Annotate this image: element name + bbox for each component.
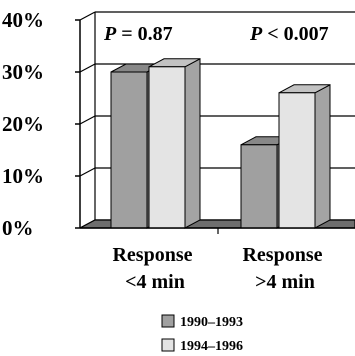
bar-front	[110, 71, 148, 229]
bars	[110, 57, 331, 229]
bar-side	[314, 83, 331, 229]
bar-front	[240, 144, 278, 229]
y-axis	[75, 12, 355, 234]
category-label-1: Response <4 min	[112, 244, 197, 293]
gridline-depth	[79, 115, 96, 125]
bar-front	[148, 66, 186, 229]
y-tick-label: 30%	[2, 60, 44, 84]
y-tick-label: 40%	[2, 8, 44, 32]
y-tick-label: 0%	[2, 216, 34, 240]
legend-swatch-1990-1993	[161, 314, 175, 328]
y-tick-label: 20%	[2, 112, 44, 136]
legend-label-1994-1996: 1994–1996	[180, 339, 243, 354]
bar-1994–1996-0	[148, 57, 201, 229]
y-tick-label: 10%	[2, 164, 44, 188]
legend: 1990–1993 1994–1996	[161, 314, 243, 354]
category-label-2: Response >4 min	[242, 244, 327, 293]
gridline-depth	[79, 11, 96, 21]
p-value-annotation-1: P = 0.87	[103, 23, 173, 45]
gridline-depth	[79, 167, 96, 177]
bar-1994–1996-1	[278, 83, 331, 229]
bar-side	[184, 57, 201, 229]
bar-front	[278, 92, 316, 229]
y-tick-labels: 0% 10% 20% 30% 40%	[2, 8, 44, 240]
legend-swatch-1994-1996	[161, 338, 175, 352]
legend-label-1990-1993: 1990–1993	[180, 315, 243, 330]
p-value-annotation-2: P < 0.007	[249, 23, 329, 45]
gridline-depth	[79, 63, 96, 73]
